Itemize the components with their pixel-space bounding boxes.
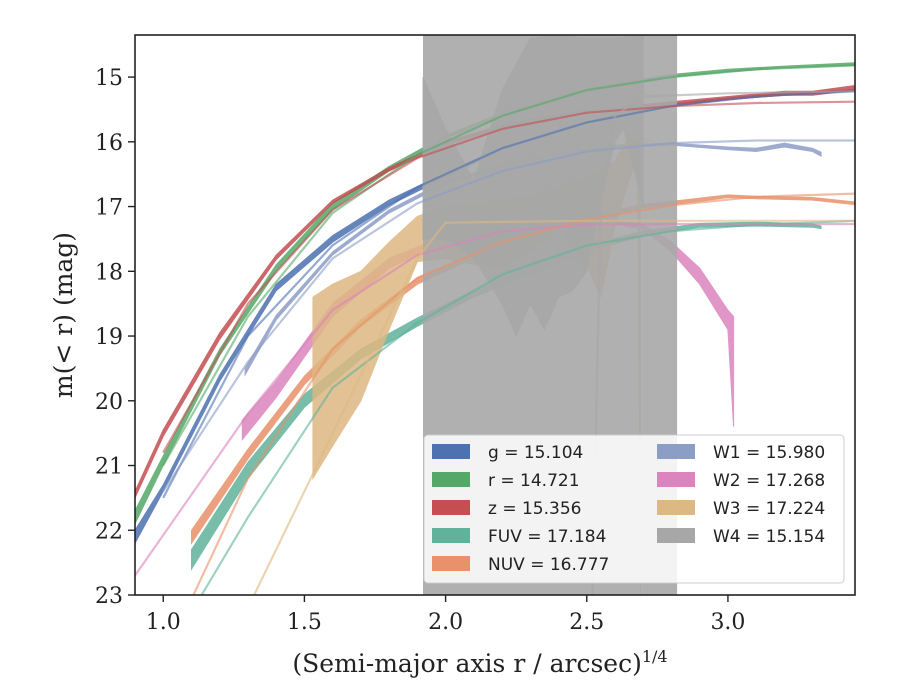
band-r-model-line bbox=[162, 64, 855, 467]
x-tick-label: 2.5 bbox=[569, 610, 604, 635]
band-r-profile bbox=[135, 62, 855, 525]
y-tick-label: 22 bbox=[95, 519, 123, 544]
plot-frame bbox=[134, 34, 856, 596]
band-nuv-model-line bbox=[192, 192, 855, 595]
y-tick-label: 18 bbox=[95, 260, 123, 285]
legend-swatch-g bbox=[432, 444, 470, 459]
legend-label-r: r = 14.721 bbox=[488, 471, 580, 491]
band-w2-model-line bbox=[135, 222, 855, 577]
legend-swatch-w1 bbox=[657, 444, 695, 459]
band-g-model-line bbox=[162, 90, 855, 499]
band-z-profile bbox=[135, 84, 855, 499]
legend-label-w4: W4 = 15.154 bbox=[713, 527, 825, 547]
y-tick-label: 21 bbox=[95, 455, 123, 480]
model-lines-layer bbox=[135, 64, 855, 595]
y-tick-label: 17 bbox=[95, 196, 123, 221]
band-z-model-line bbox=[162, 100, 855, 454]
x-tick-label: 3.0 bbox=[710, 610, 745, 635]
y-axis-title: m(< r) (mag) bbox=[49, 232, 78, 398]
legend-label-g: g = 15.104 bbox=[488, 443, 583, 463]
legend-swatch-w2 bbox=[657, 472, 695, 487]
band-w4-model-line bbox=[591, 90, 855, 595]
legend-label-w1: W1 = 15.980 bbox=[713, 443, 825, 463]
band-w1-model-line bbox=[162, 139, 855, 493]
legend-swatch-w4 bbox=[657, 528, 695, 543]
legend-label-w3: W3 = 17.224 bbox=[713, 499, 825, 519]
band-w4-profile bbox=[422, 35, 644, 338]
y-tick-label: 15 bbox=[95, 66, 123, 91]
band-w3-model-line bbox=[252, 219, 855, 595]
y-tick-label: 16 bbox=[95, 131, 123, 156]
x-tick-label: 1.5 bbox=[287, 610, 322, 635]
legend: g = 15.104 r = 14.721 z = 15.356 FUV = 17.1… bbox=[423, 434, 845, 584]
x-axis: 1.0 1.5 2.0 2.5 3.0 bbox=[146, 595, 745, 635]
band-fuv-model-line bbox=[200, 219, 855, 595]
band-g-profile bbox=[135, 88, 855, 544]
y-tick-label: 19 bbox=[95, 325, 123, 350]
y-tick-label: 23 bbox=[95, 584, 123, 609]
legend-swatch-z bbox=[432, 500, 470, 515]
legend-swatch-r bbox=[432, 472, 470, 487]
legend-label-nuv: NUV = 16.777 bbox=[488, 555, 609, 575]
legend-box bbox=[423, 434, 845, 584]
legend-label-z: z = 15.356 bbox=[488, 499, 581, 519]
x-axis-title: (Semi-major axis r / arcsec)1/4 bbox=[292, 647, 667, 678]
legend-label-w2: W2 = 17.268 bbox=[713, 471, 825, 491]
y-tick-label: 20 bbox=[95, 390, 123, 415]
legend-label-fuv: FUV = 17.184 bbox=[488, 527, 606, 547]
x-tick-label: 2.0 bbox=[428, 610, 463, 635]
legend-swatch-nuv bbox=[432, 556, 470, 571]
legend-swatch-fuv bbox=[432, 528, 470, 543]
x-tick-label: 1.0 bbox=[146, 610, 181, 635]
y-axis: 15 16 17 18 19 20 21 22 23 bbox=[95, 66, 135, 609]
legend-swatch-w3 bbox=[657, 500, 695, 515]
